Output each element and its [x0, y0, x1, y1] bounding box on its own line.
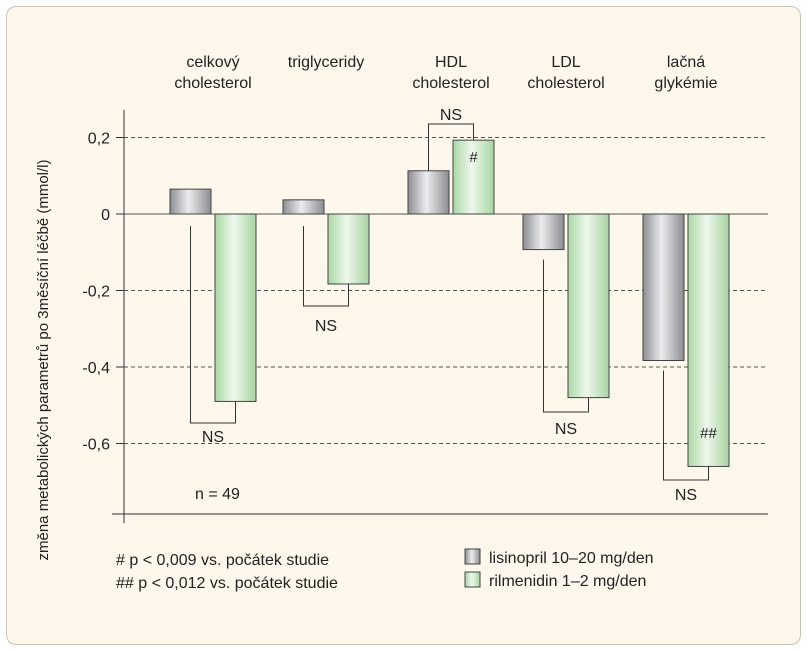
significance-mark: ## [700, 425, 717, 442]
comparison-label: NS [315, 318, 337, 335]
category-label: cholesterol [412, 75, 489, 92]
significance-mark: # [469, 149, 478, 166]
legend-swatch [464, 571, 481, 588]
comparison-bracket [303, 226, 349, 307]
y-tick-label: -0,4 [82, 360, 110, 377]
category-label: cholesterol [174, 75, 251, 92]
comparison-label: NS [555, 421, 577, 438]
category-label: LDL [551, 54, 580, 71]
footnote: # p < 0,009 vs. počátek studie [116, 552, 329, 569]
comparison-bracket [428, 123, 474, 171]
bar [522, 213, 565, 251]
legend-label: lisinopril 10–20 mg/den [489, 550, 654, 567]
bar [327, 213, 370, 285]
y-axis-label: změna metabolických parametrů po 3měsíčn… [35, 160, 52, 561]
category-label: cholesterol [527, 75, 604, 92]
bar [452, 139, 495, 215]
bar [642, 213, 685, 361]
bar [567, 213, 610, 399]
y-tick-label: -0,6 [82, 437, 110, 454]
comparison-label: NS [440, 107, 462, 124]
y-tick-label: -0,2 [82, 284, 110, 301]
category-label: triglyceridy [288, 54, 364, 71]
bar [687, 213, 730, 467]
category-label: HDL [435, 54, 467, 71]
bar [407, 170, 450, 215]
legend-swatch [464, 548, 481, 565]
category-label: glykémie [654, 75, 717, 92]
legend-label: rilmenidin 1–2 mg/den [489, 573, 646, 590]
y-tick-label: 0 [101, 207, 110, 224]
bar [169, 188, 212, 215]
comparison-label: NS [202, 429, 224, 446]
comparison-bracket [543, 259, 589, 413]
footnote: ## p < 0,012 vs. počátek studie [116, 575, 338, 592]
comparison-bracket [190, 226, 236, 424]
category-label: celkový [186, 54, 239, 71]
bar [282, 199, 325, 215]
y-tick-label: 0,2 [88, 131, 110, 148]
comparison-label: NS [675, 487, 697, 504]
n-label: n = 49 [195, 486, 240, 503]
bar [214, 213, 257, 402]
category-label: lačná [667, 54, 705, 71]
comparison-bracket [663, 370, 709, 481]
